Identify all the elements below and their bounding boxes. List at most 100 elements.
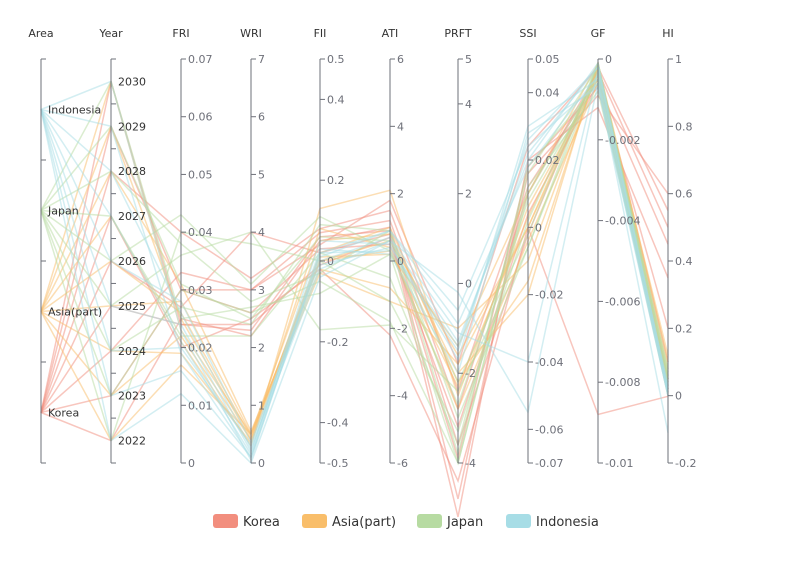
tick-label-wri: 6 — [258, 111, 265, 124]
tick-label-ssi: -0.02 — [535, 289, 563, 302]
tick-label-ati: -4 — [397, 390, 408, 403]
legend-swatch-asia-part- — [302, 514, 327, 528]
category-label-area-indonesia: Indonesia — [48, 104, 101, 117]
legend[interactable]: Korea Asia(part) Japan Indonesia — [213, 514, 599, 530]
tick-label-gf: -0.002 — [605, 134, 640, 147]
tick-label-wri: 2 — [258, 342, 265, 355]
tick-label-ati: 0 — [397, 255, 404, 268]
axis-fii: FII -0.5 -0.4 -0.2 0 0.2 0.4 0.5 — [314, 27, 349, 470]
tick-label-wri: 5 — [258, 168, 265, 181]
tick-label-fii: 0 — [327, 255, 334, 268]
tick-label-hi: 0.8 — [675, 120, 693, 133]
tick-label-wri: 3 — [258, 284, 265, 297]
axis-title-gf: GF — [591, 27, 606, 40]
tick-label-fri: 0.01 — [188, 399, 213, 412]
series-line-japan-2030 — [40, 79, 669, 466]
series-line-asia-part--2023 — [40, 64, 669, 442]
tick-label-hi: 0.4 — [675, 255, 693, 268]
tick-label-fii: -0.2 — [327, 336, 348, 349]
tick-label-hi: 0.2 — [675, 322, 693, 335]
legend-label-indonesia: Indonesia — [536, 515, 599, 530]
series-line-japan-2022 — [40, 64, 669, 444]
tick-label-fri: 0.03 — [188, 284, 213, 297]
tick-label-ssi: -0.06 — [535, 423, 563, 436]
series-lines-layer — [40, 60, 669, 518]
axis-title-fii: FII — [314, 27, 327, 40]
axis-wri: WRI 0 1 2 3 4 5 6 7 — [240, 27, 265, 470]
tick-label-ssi: 0.02 — [535, 154, 560, 167]
tick-label-gf: -0.008 — [605, 376, 640, 389]
series-line-japan-2023 — [40, 73, 669, 466]
tick-label-fii: 0.4 — [327, 93, 345, 106]
category-label-year-2027: 2027 — [118, 210, 146, 223]
tick-label-wri: 0 — [258, 457, 265, 470]
tick-label-ssi: 0.04 — [535, 87, 560, 100]
axis-prft: PRFT -4 -2 0 2 4 5 — [444, 27, 476, 470]
axis-title-area: Area — [28, 27, 53, 40]
legend-label-korea: Korea — [243, 515, 280, 530]
tick-label-prft: 2 — [465, 188, 472, 201]
category-label-area-asia-part-: Asia(part) — [48, 306, 102, 319]
tick-label-prft: -4 — [465, 457, 476, 470]
tick-label-ati: -2 — [397, 322, 408, 335]
axis-ssi: SSI -0.07 -0.06 -0.04 -0.02 0 0.02 0.04 0.05 — [519, 27, 563, 470]
tick-label-gf: 0 — [605, 53, 612, 66]
tick-label-wri: 7 — [258, 53, 265, 66]
tick-label-wri: 4 — [258, 226, 265, 239]
category-label-year-2028: 2028 — [118, 165, 146, 178]
axes-layer: AreaKoreaAsia(part)JapanIndonesiaYear202… — [28, 27, 696, 470]
tick-label-fri: 0.05 — [188, 168, 213, 181]
tick-label-hi: 1 — [675, 53, 682, 66]
tick-label-prft: 0 — [465, 277, 472, 290]
axis-fri: FRI 0 0.01 0.02 0.03 0.04 0.05 0.06 0.07 — [172, 27, 212, 470]
legend-item-korea[interactable]: Korea — [213, 514, 280, 530]
tick-label-fii: 0.5 — [327, 53, 345, 66]
tick-label-fri: 0 — [188, 457, 195, 470]
category-label-year-2026: 2026 — [118, 255, 146, 268]
axis-title-year: Year — [98, 27, 123, 40]
legend-swatch-korea — [213, 514, 238, 528]
axis-title-ssi: SSI — [519, 27, 536, 40]
tick-label-fii: -0.5 — [327, 457, 348, 470]
tick-label-ssi: 0.05 — [535, 53, 560, 66]
tick-label-prft: -2 — [465, 367, 476, 380]
axis-title-wri: WRI — [240, 27, 262, 40]
category-label-year-2024: 2024 — [118, 345, 146, 358]
legend-item-indonesia[interactable]: Indonesia — [506, 514, 599, 530]
legend-swatch-japan — [417, 514, 442, 528]
category-label-year-2030: 2030 — [118, 75, 146, 88]
series-line-indonesia-2026 — [40, 70, 669, 445]
legend-label-asia-part-: Asia(part) — [332, 515, 396, 530]
tick-label-ati: 2 — [397, 188, 404, 201]
tick-label-ati: -6 — [397, 457, 408, 470]
category-label-area-japan: Japan — [47, 205, 79, 218]
axis-title-prft: PRFT — [444, 27, 471, 40]
tick-label-fri: 0.07 — [188, 53, 213, 66]
tick-label-prft: 5 — [465, 53, 472, 66]
legend-item-japan[interactable]: Japan — [417, 514, 483, 530]
axis-title-fri: FRI — [172, 27, 189, 40]
series-line-japan-2024 — [40, 68, 669, 421]
category-label-year-2023: 2023 — [118, 390, 146, 403]
axis-title-ati: ATI — [382, 27, 399, 40]
legend-item-asia-part-[interactable]: Asia(part) — [302, 514, 396, 530]
tick-label-gf: -0.004 — [605, 215, 640, 228]
axis-title-hi: HI — [662, 27, 674, 40]
series-line-indonesia-2022 — [40, 83, 669, 465]
tick-label-ssi: -0.07 — [535, 457, 563, 470]
series-line-asia-part--2025 — [40, 68, 669, 436]
tick-label-fri: 0.04 — [188, 226, 213, 239]
legend-label-japan: Japan — [446, 515, 483, 530]
axis-ati: ATI -6 -4 -2 0 2 4 6 — [382, 27, 408, 470]
tick-label-prft: 4 — [465, 98, 472, 111]
tick-label-fii: 0.2 — [327, 174, 345, 187]
category-label-year-2022: 2022 — [118, 435, 146, 448]
tick-label-gf: -0.006 — [605, 295, 640, 308]
series-line-indonesia-2030 — [40, 65, 669, 462]
tick-label-ssi: 0 — [535, 221, 542, 234]
category-label-year-2025: 2025 — [118, 300, 146, 313]
tick-label-ssi: -0.04 — [535, 356, 563, 369]
series-line-indonesia-2029 — [40, 81, 669, 459]
axis-year: Year 2022 2023 2024 2025 2026 2027 2028 2029 2030 — [98, 27, 146, 464]
